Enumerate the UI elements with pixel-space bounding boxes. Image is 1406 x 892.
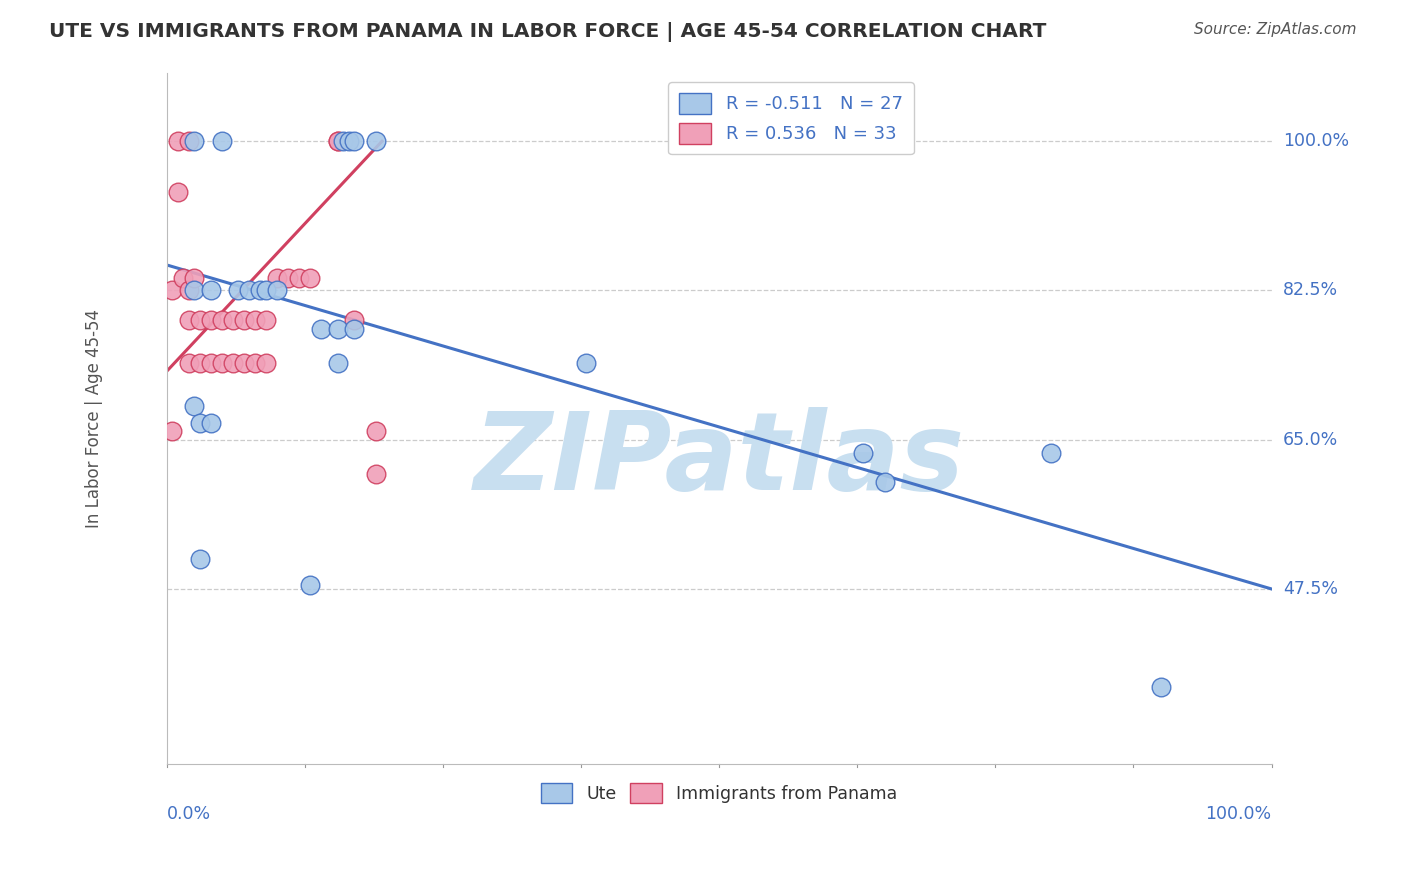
Point bbox=[366, 467, 388, 481]
Point bbox=[222, 356, 245, 370]
Text: ZIPatlas: ZIPatlas bbox=[474, 407, 965, 513]
Point bbox=[277, 270, 299, 285]
Point bbox=[243, 356, 266, 370]
Point bbox=[211, 134, 233, 148]
Point bbox=[232, 313, 254, 327]
Point bbox=[177, 313, 200, 327]
Point bbox=[249, 284, 271, 298]
Point bbox=[177, 134, 200, 148]
Point bbox=[326, 134, 349, 148]
Point bbox=[232, 356, 254, 370]
Point bbox=[243, 313, 266, 327]
Point bbox=[222, 313, 245, 327]
Point bbox=[309, 322, 332, 336]
Point bbox=[266, 284, 288, 298]
Point bbox=[254, 313, 277, 327]
Point bbox=[343, 313, 366, 327]
Text: 82.5%: 82.5% bbox=[1282, 282, 1339, 300]
Point bbox=[211, 356, 233, 370]
Point bbox=[575, 356, 598, 370]
Point bbox=[238, 284, 260, 298]
Point bbox=[254, 356, 277, 370]
Point bbox=[326, 134, 349, 148]
Point bbox=[254, 284, 277, 298]
Point bbox=[177, 284, 200, 298]
Point bbox=[183, 284, 205, 298]
Point bbox=[188, 552, 211, 566]
Point bbox=[183, 270, 205, 285]
Point bbox=[299, 270, 322, 285]
Point bbox=[166, 186, 188, 200]
Point bbox=[228, 284, 250, 298]
Text: 47.5%: 47.5% bbox=[1282, 580, 1337, 598]
Point bbox=[166, 134, 188, 148]
Point bbox=[1150, 680, 1173, 694]
Point bbox=[366, 424, 388, 438]
Text: In Labor Force | Age 45-54: In Labor Force | Age 45-54 bbox=[86, 309, 103, 528]
Point bbox=[288, 270, 311, 285]
Point bbox=[366, 134, 388, 148]
Point bbox=[172, 270, 194, 285]
Point bbox=[332, 134, 354, 148]
Text: Source: ZipAtlas.com: Source: ZipAtlas.com bbox=[1194, 22, 1357, 37]
Point bbox=[873, 475, 896, 490]
Point bbox=[188, 356, 211, 370]
Point bbox=[326, 322, 349, 336]
Text: 0.0%: 0.0% bbox=[166, 805, 211, 823]
Point bbox=[188, 416, 211, 430]
Point bbox=[160, 284, 183, 298]
Point bbox=[211, 313, 233, 327]
Point bbox=[183, 134, 205, 148]
Point bbox=[337, 134, 360, 148]
Text: 65.0%: 65.0% bbox=[1282, 431, 1339, 449]
Point bbox=[200, 313, 222, 327]
Legend: Ute, Immigrants from Panama: Ute, Immigrants from Panama bbox=[534, 776, 904, 811]
Point bbox=[188, 313, 211, 327]
Point bbox=[1039, 445, 1062, 459]
Point bbox=[299, 578, 322, 592]
Point bbox=[343, 322, 366, 336]
Text: 100.0%: 100.0% bbox=[1282, 132, 1348, 150]
Point bbox=[200, 284, 222, 298]
Text: 100.0%: 100.0% bbox=[1205, 805, 1271, 823]
Point bbox=[266, 270, 288, 285]
Text: UTE VS IMMIGRANTS FROM PANAMA IN LABOR FORCE | AGE 45-54 CORRELATION CHART: UTE VS IMMIGRANTS FROM PANAMA IN LABOR F… bbox=[49, 22, 1046, 42]
Point bbox=[200, 356, 222, 370]
Point bbox=[177, 356, 200, 370]
Point bbox=[183, 399, 205, 413]
Point bbox=[326, 356, 349, 370]
Point bbox=[160, 424, 183, 438]
Point bbox=[852, 445, 875, 459]
Point bbox=[343, 134, 366, 148]
Point bbox=[200, 416, 222, 430]
